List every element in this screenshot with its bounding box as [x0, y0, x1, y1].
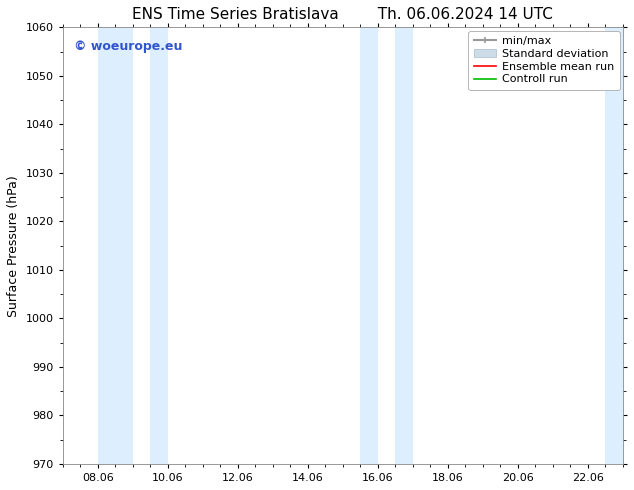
Y-axis label: Surface Pressure (hPa): Surface Pressure (hPa): [7, 175, 20, 317]
Text: © woeurope.eu: © woeurope.eu: [74, 40, 182, 53]
Bar: [360, 27, 378, 464]
Bar: [605, 27, 623, 464]
Title: ENS Time Series Bratislava        Th. 06.06.2024 14 UTC: ENS Time Series Bratislava Th. 06.06.202…: [133, 7, 553, 22]
Legend: min/max, Standard deviation, Ensemble mean run, Controll run: min/max, Standard deviation, Ensemble me…: [469, 30, 619, 90]
Bar: [395, 27, 413, 464]
Bar: [150, 27, 168, 464]
Bar: [98, 27, 133, 464]
